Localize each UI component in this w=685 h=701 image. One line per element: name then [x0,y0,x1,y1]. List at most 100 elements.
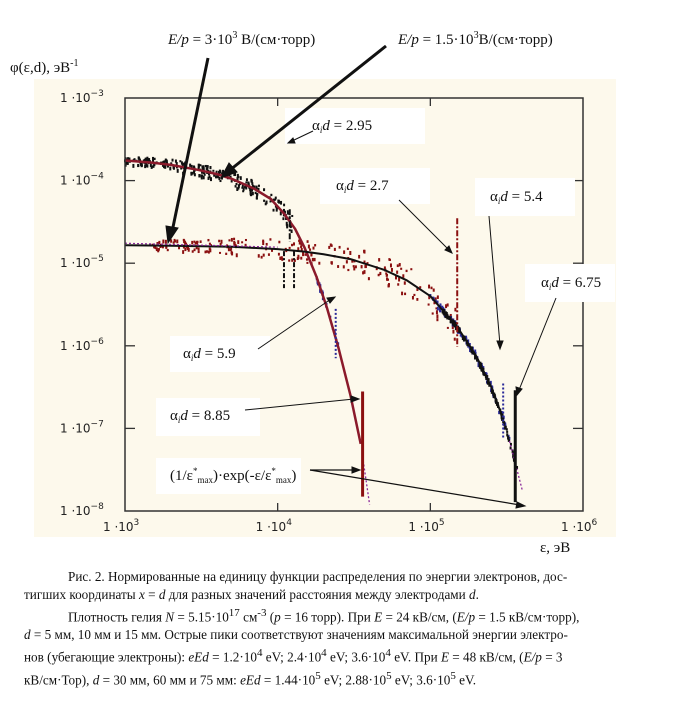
scatter-point-ep3 [204,164,207,168]
caption-text: нов (убегающие электроны): [24,649,189,665]
caption-fig-label: Рис. 2. [68,569,105,584]
caption-text: eV; 3.6·10 [326,649,386,665]
scatter-point-ep15-black [470,349,473,354]
scatter-point-ep3 [190,164,193,169]
scatter-point-ep15-red [219,242,222,246]
scatter-point-ep15-blue [468,342,471,346]
scatter-point-ep15-red [337,265,340,268]
scatter-point-ep3 [236,178,239,182]
scatter-point-ep15-red [300,242,303,246]
scatter-point-ep3 [209,165,212,170]
scatter-point-ep3 [149,163,152,167]
scatter-point-ep3 [140,164,143,167]
label-box-a27 [320,168,430,204]
scatter-point-ep3 [270,193,273,197]
arrow-head-a295 [286,137,296,144]
label-box-a59 [170,336,270,372]
scatter-point-ep3 [221,172,224,177]
scatter-point-ep15-red [396,270,399,274]
caption-text: eV; 2.88·10 [320,672,387,688]
scatter-point-ep3 [245,185,248,190]
scatter-point-ep15-red [329,243,332,247]
scatter-point-ep15-red [398,263,401,267]
scatter-point-ep3 [283,203,286,207]
scatter-point-ep15-black [516,465,519,470]
annotation-a885: αid = 8.85 [170,408,230,425]
scatter-point-ep3 [205,167,208,170]
scatter-point-ep15-red [413,293,416,297]
arrow-a675 [518,297,557,391]
scatter-point-ep15-blue [436,300,439,305]
scatter-point-ep15-red [363,249,366,253]
scatter-point-ep3 [163,160,166,164]
scatter-point-ep15-red [363,270,366,274]
caption-paragraph-1: Рис. 2. Нормированные на единицу функции… [24,568,624,604]
scatter-point-ep15-red [343,250,346,254]
scatter-point-ep3 [213,172,216,177]
scatter-point-ep3 [133,158,136,162]
scatter-point-ep15-red [166,248,169,252]
caption-text: eEd [188,649,209,665]
scatter-point-ep15-black [486,380,489,384]
scatter-point-ep15-black [482,372,485,376]
scatter-point-ep3 [150,165,153,169]
scatter-point-ep15-blue [436,306,439,311]
scatter-point-ep3 [208,175,211,179]
scatter-point-ep15-red [338,245,341,249]
scatter-point-ep15-red [452,329,455,334]
caption-text: d [92,672,100,688]
scatter-point-ep15-red [288,259,291,262]
scatter-point-ep15-red [451,325,454,330]
scatter-point-ep15-red [432,288,435,292]
scatter-point-ep3 [218,169,221,174]
scatter-point-ep3 [152,159,155,163]
scatter-point-ep15-red [174,240,177,243]
x-tick-label: 1 ·104 [256,518,293,534]
scatter-point-ep15-red [241,241,244,244]
scatter-point-ep3 [236,173,239,178]
scatter-point-ep15-black [455,326,458,331]
scatter-point-ep15-red [434,297,437,302]
scatter-point-ep15-red [233,241,236,246]
series-line-ep15-dotted [124,242,278,248]
scatter-point-ep15-red [328,245,331,249]
scatter-point-ep15-red [208,242,211,245]
scatter-point-ep3 [237,187,240,190]
scatter-point-ep3 [165,159,168,163]
scatter-point-ep15-red [244,238,247,242]
scatter-point-ep15-red [262,253,265,257]
scatter-point-ep15-red [387,283,390,286]
scatter-point-ep3 [229,175,232,179]
scatter-point-ep15-red [416,297,419,301]
caption-text: 5 [315,669,321,682]
scatter-point-ep15-red [388,258,391,261]
scatter-point-ep15-red [436,295,439,299]
scatter-point-ep3 [244,185,247,189]
scatter-point-ep15-red [377,273,380,277]
scatter-point-ep15-black [454,321,457,324]
chart: 1 ·103 1 ·104 1 ·105 1 ·106 1 ·10−3 1 ·10−4 1 … [10,30,616,556]
scatter-point-ep3 [245,181,248,184]
scatter-point-ep15-red [347,268,350,272]
scatter-point-ep3 [249,192,252,197]
scatter-point-ep3 [282,217,285,221]
scatter-point-ep15-black [486,375,489,378]
scatter-point-ep3 [286,224,289,227]
arrow-head-a54 [496,340,504,351]
scatter-point-ep15-red [257,254,260,258]
scatter-point-ep15-red [196,240,199,245]
scatter-point-ep15-red [154,245,157,250]
scatter-point-ep3 [169,166,172,171]
label-box-a675 [525,264,615,302]
y-tick-label: 1 ·10−6 [60,337,104,353]
series-line-ep15 [124,244,505,420]
caption-text: E [374,609,383,625]
label-box-a295 [285,108,425,144]
arrow-head-a59 [326,296,337,304]
scatter-point-ep15-red [387,284,390,288]
scatter-point-ep3 [190,172,193,176]
arrow-head-a675 [515,386,523,397]
scatter-point-ep15-red [364,264,367,269]
scatter-point-ep15-red [400,267,403,270]
scatter-point-ep15-red [311,257,314,262]
